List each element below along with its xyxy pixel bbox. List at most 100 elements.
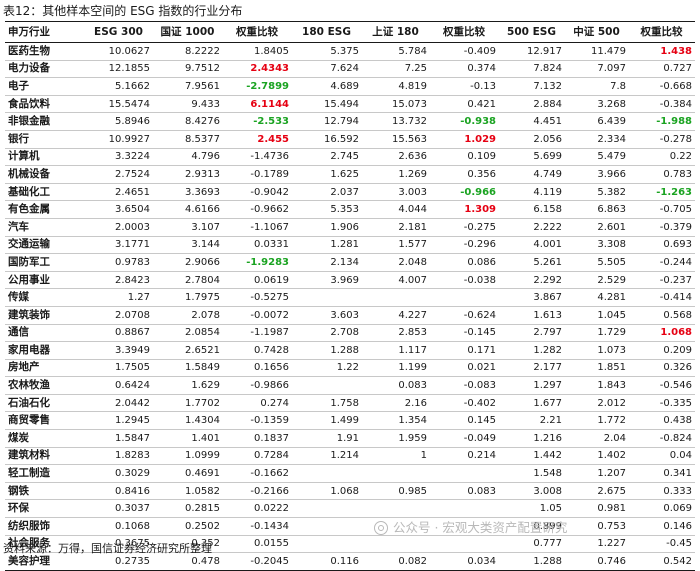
value-text: 0.116 (330, 556, 359, 568)
value-cell: -0.379 (629, 218, 695, 237)
value-cell: 7.132 (499, 77, 565, 96)
value-text: 4.689 (330, 80, 359, 92)
value-text: -0.1359 (250, 415, 289, 427)
value-text: 5.1662 (115, 80, 150, 92)
value-text: 5.784 (398, 45, 427, 57)
value-cell: -0.2166 (223, 482, 292, 501)
value-text: 0.3675 (115, 538, 150, 550)
value-text: -0.278 (659, 133, 692, 145)
value-cell: 2.745 (292, 148, 362, 167)
value-cell: 3.3224 (85, 148, 153, 167)
value-cell: 1.199 (362, 359, 430, 378)
value-text: 2.037 (330, 186, 359, 198)
value-cell: 2.9313 (153, 165, 223, 184)
value-text: -0.1434 (250, 520, 289, 532)
value-text: 1.216 (533, 432, 562, 444)
header-zhongzheng500: 中证 500 (565, 21, 629, 43)
value-text: 8.5377 (185, 133, 220, 145)
value-cell: 1.029 (430, 130, 499, 149)
value-text: 5.382 (597, 186, 626, 198)
value-cell: -0.335 (629, 394, 695, 413)
table-row: 建筑材料 1.8283 1.0999 0.7284 1.214 1 0.214 1.442 1.… (5, 447, 695, 466)
table-row: 轻工制造 0.3029 0.4691 -0.1662 1.548 1.207 0.341 (5, 464, 695, 483)
value-text: 1.438 (660, 45, 692, 57)
value-text: 0.727 (663, 63, 692, 75)
value-text: 0.421 (467, 98, 496, 110)
table-body: 医药生物 10.0627 8.2222 1.8405 5.375 5.784 -0.409 1… (5, 42, 695, 571)
value-cell: 0.8416 (85, 482, 153, 501)
value-cell: 1.548 (499, 464, 565, 483)
value-text: -0.9866 (250, 380, 289, 392)
industry-name: 传媒 (5, 288, 85, 307)
value-text: 2.601 (597, 221, 626, 233)
value-text: -0.0072 (250, 309, 289, 321)
value-text: 2.6521 (185, 344, 220, 356)
value-text: -0.2166 (250, 485, 289, 497)
value-text: 2.056 (533, 133, 562, 145)
industry-name: 非银金融 (5, 112, 85, 131)
value-text: 6.439 (597, 116, 626, 128)
value-cell: 2.292 (499, 271, 565, 290)
value-cell: 6.863 (565, 200, 629, 219)
industry-name: 医药生物 (5, 42, 85, 61)
value-cell: 1.8405 (223, 42, 292, 61)
table-row: 医药生物 10.0627 8.2222 1.8405 5.375 5.784 -0.409 1… (5, 42, 695, 61)
table-row: 计算机 3.3224 4.796 -1.4736 2.745 2.636 0.109 5.69… (5, 148, 695, 167)
value-text: 0.333 (663, 485, 692, 497)
value-text: 4.6166 (185, 204, 220, 216)
value-text: 1.906 (330, 221, 359, 233)
value-text: 0.783 (663, 168, 692, 180)
value-cell: 3.867 (499, 288, 565, 307)
value-cell: 0.214 (430, 447, 499, 466)
value-cell: 0.2815 (153, 499, 223, 519)
value-text: 0.086 (467, 256, 496, 268)
value-cell: 2.884 (499, 95, 565, 114)
value-text: 2.7524 (115, 168, 150, 180)
value-text: 0.478 (191, 556, 220, 568)
value-cell: 0.145 (430, 411, 499, 431)
value-cell: -2.7899 (223, 77, 292, 96)
value-cell: 1.577 (362, 236, 430, 255)
value-cell: 1.5849 (153, 359, 223, 378)
value-cell: 2.04 (565, 429, 629, 448)
value-text: 3.966 (597, 168, 626, 180)
industry-name: 电子 (5, 77, 85, 96)
value-text: 4.044 (398, 204, 427, 216)
value-text: 0.326 (663, 362, 692, 374)
value-text: 2.21 (539, 415, 562, 427)
value-cell: 0.6424 (85, 376, 153, 395)
value-text: 0.069 (663, 503, 692, 515)
value-cell: -0.414 (629, 288, 695, 307)
value-cell: 3.603 (292, 306, 362, 325)
value-cell: -1.263 (629, 183, 695, 202)
value-cell: 1.851 (565, 359, 629, 378)
value-text: -0.379 (659, 221, 692, 233)
value-text: 4.001 (533, 239, 562, 251)
source-note: 资料来源：万得，国信证券经济研究所整理 (3, 542, 212, 555)
value-cell: 4.749 (499, 165, 565, 184)
value-text: 0.034 (467, 556, 496, 568)
value-cell: 1.499 (292, 411, 362, 431)
value-cell (430, 499, 499, 519)
value-cell: 0.783 (629, 165, 695, 184)
value-cell: 0.171 (430, 341, 499, 360)
industry-name: 钢铁 (5, 482, 85, 501)
value-text: 0.214 (467, 450, 496, 462)
value-text: -2.533 (253, 116, 289, 128)
value-cell (292, 499, 362, 519)
value-cell: 2.4651 (85, 183, 153, 202)
value-cell: 0.3029 (85, 464, 153, 483)
value-cell: -0.546 (629, 376, 695, 395)
value-text: 12.917 (527, 45, 562, 57)
value-cell: 1.959 (362, 429, 430, 448)
value-text: 1.05 (539, 503, 562, 515)
value-cell: 3.969 (292, 271, 362, 290)
value-text: 7.824 (533, 63, 562, 75)
value-text: 1.729 (597, 327, 626, 339)
value-text: -0.705 (659, 204, 692, 216)
value-text: 5.505 (597, 256, 626, 268)
value-text: 4.281 (597, 292, 626, 304)
value-text: 1.045 (597, 309, 626, 321)
value-text: 1.499 (330, 415, 359, 427)
value-text: 3.3693 (185, 186, 220, 198)
